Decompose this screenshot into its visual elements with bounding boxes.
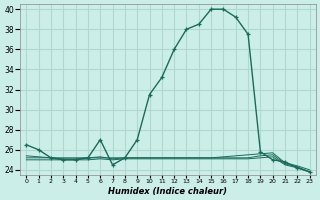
X-axis label: Humidex (Indice chaleur): Humidex (Indice chaleur) <box>108 187 228 196</box>
